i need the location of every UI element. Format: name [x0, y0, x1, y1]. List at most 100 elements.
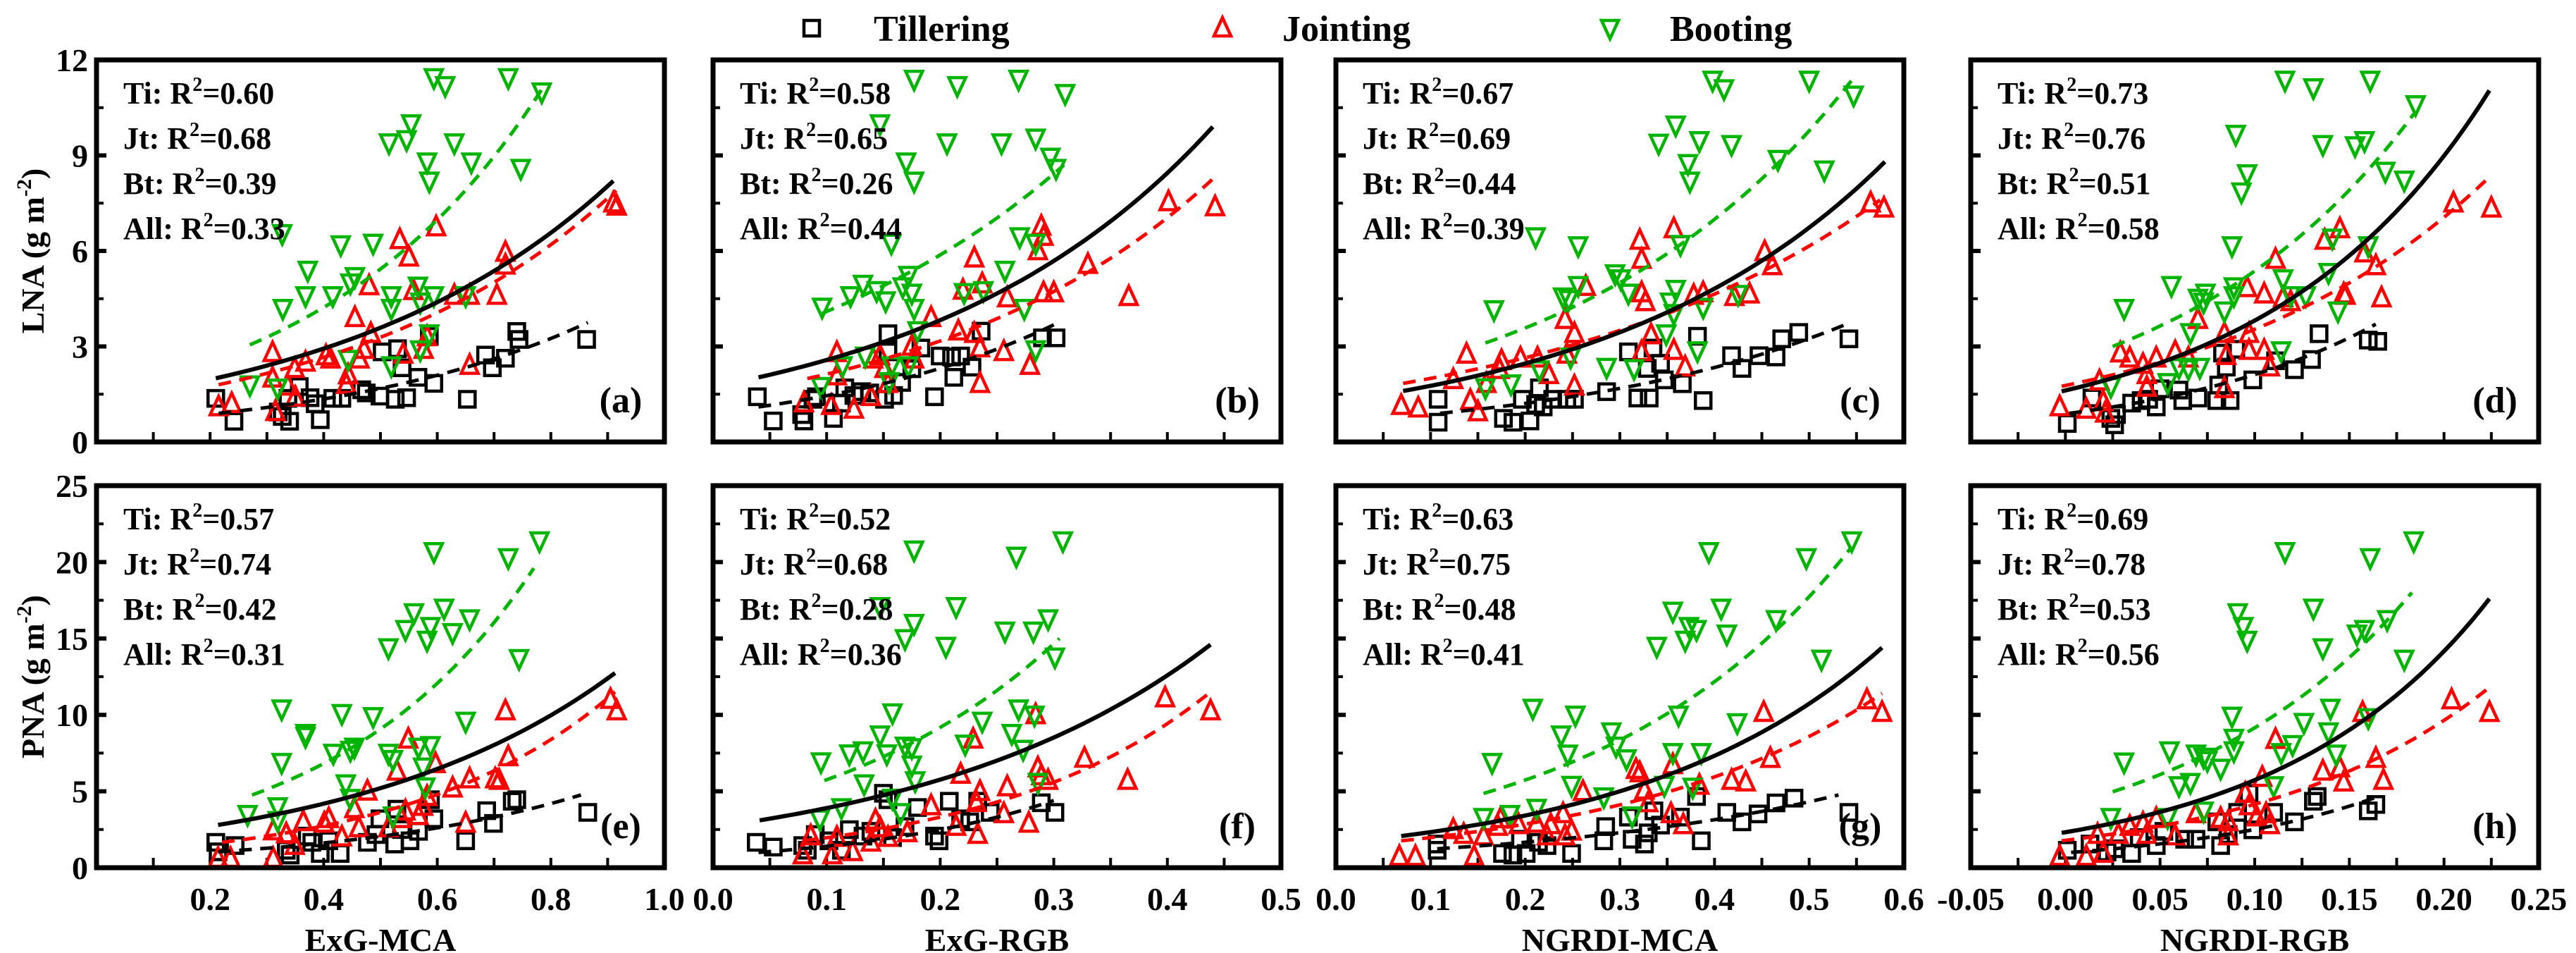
r2-annotation-jt: Jt: R2=0.68 [740, 545, 888, 582]
annotation-r: : R [779, 211, 821, 246]
data-point-jointing [1490, 804, 1512, 828]
data-point-tillering [2366, 794, 2386, 814]
data-point-jointing [2048, 392, 2071, 417]
fit-curve-booting [2112, 113, 2415, 348]
legend-marker-square-icon [802, 18, 822, 38]
data-point-booting [2222, 285, 2245, 310]
fit-curve-all [1401, 646, 1884, 839]
annotation-r: : R [152, 76, 194, 111]
data-point-booting [1001, 723, 1023, 748]
data-point-booting [2179, 773, 2202, 797]
data-point-tillering [929, 831, 949, 851]
data-point-booting [1810, 649, 1833, 674]
y-tick-label: 3 [72, 329, 88, 365]
annotation-superscript: 2 [192, 500, 202, 522]
data-point-booting [339, 273, 361, 297]
data-point-booting [380, 356, 402, 380]
r2-annotation-all: All: R2=0.33 [123, 209, 285, 246]
data-point-booting [528, 531, 551, 555]
data-point-booting [330, 235, 352, 259]
data-point-booting [1024, 128, 1047, 153]
data-point-booting [377, 638, 400, 663]
data-point-jointing [397, 242, 420, 267]
r2-annotation-bt: Bt: R2=0.28 [740, 590, 893, 627]
data-point-jointing [2258, 810, 2281, 835]
plot-frame [94, 483, 667, 871]
x-tick-label: 0.5 [1261, 881, 1301, 917]
annotation-r: : R [1389, 121, 1430, 156]
series-booting [2100, 70, 2427, 401]
data-point-tillering [577, 330, 596, 349]
annotation-equals: = [1453, 637, 1470, 672]
data-point-booting [395, 130, 418, 154]
annotation-equals: = [199, 121, 217, 156]
r2-annotation-all: All: R2=0.31 [123, 635, 285, 672]
annotation-label: All [123, 211, 163, 246]
x-tick-label: 0.2 [190, 881, 230, 917]
data-point-booting [295, 727, 317, 751]
x-tick-label: 0.3 [1034, 881, 1075, 917]
fit-curve-tillering [1439, 321, 1849, 415]
annotation-value: 0.57 [220, 502, 274, 536]
data-point-jointing [965, 788, 988, 813]
r2-annotation-ti: Ti: R2=0.52 [740, 500, 891, 536]
annotation-label: Bt [123, 166, 154, 201]
data-point-tillering [2188, 388, 2207, 407]
data-point-booting [1008, 227, 1031, 252]
data-point-jointing [494, 696, 516, 721]
data-point-booting [1481, 753, 1504, 777]
data-point-booting [971, 711, 993, 736]
data-point-booting [407, 276, 429, 301]
r2-annotation-all: All: R2=0.39 [1363, 209, 1525, 246]
data-point-jointing [2094, 398, 2117, 423]
data-point-booting [811, 297, 834, 321]
data-point-tillering [2285, 360, 2304, 379]
r2-annotation-bt: Bt: R2=0.48 [1363, 590, 1516, 627]
data-point-booting [903, 613, 925, 638]
annotation-value: 0.75 [1456, 547, 1511, 582]
data-point-booting [810, 376, 832, 401]
data-point-jointing [969, 333, 991, 358]
data-point-booting [1605, 736, 1628, 761]
data-point-tillering [357, 383, 376, 402]
data-point-jointing [1407, 393, 1430, 418]
data-point-booting [972, 281, 995, 305]
data-point-jointing [2480, 194, 2503, 218]
data-point-tillering [1537, 836, 1556, 855]
data-point-booting [1726, 713, 1749, 737]
annotation-value: 0.42 [223, 592, 277, 627]
annotation-value: 0.36 [848, 637, 902, 672]
panel-label: (b) [1215, 381, 1260, 421]
data-point-tillering [1766, 793, 1785, 813]
annotation-equals: = [1444, 592, 1461, 627]
data-point-booting [271, 699, 293, 723]
plot-frame [710, 57, 1284, 445]
data-point-booting [1008, 699, 1030, 723]
data-point-jointing [1203, 192, 1227, 216]
annotation-label: Ti [1363, 76, 1392, 111]
data-point-tillering [2358, 331, 2378, 350]
annotation-r: : R [1402, 637, 1444, 672]
annotation-equals: = [1439, 547, 1456, 582]
data-point-booting [1685, 620, 1708, 644]
annotation-r: : R [1392, 502, 1433, 536]
y-axis-title: PNA (g m-2) [13, 595, 51, 758]
fit-curve-tillering [218, 793, 582, 854]
data-point-jointing [2109, 338, 2131, 363]
plot-frame [1333, 57, 1907, 445]
fit-curve-all [759, 643, 1212, 823]
data-point-tillering [225, 836, 244, 855]
data-point-jointing [1459, 386, 1482, 410]
data-point-jointing [996, 773, 1019, 797]
annotation-superscript: 2 [806, 119, 816, 141]
data-point-booting [362, 233, 385, 258]
plot-area [2048, 70, 2503, 434]
data-point-jointing [1563, 319, 1586, 343]
data-point-booting [990, 133, 1013, 157]
data-point-jointing [1554, 821, 1576, 846]
panel-e: 0.2 0.4 0.6 0.8 1.0 0 5 10 15 20 25 ExG-MCA PNA (g m… [13, 468, 685, 953]
annotation-r: : R [1394, 166, 1435, 201]
x-axis-title: NGRDI-RGB [2160, 922, 2349, 953]
annotation-value: 0.51 [2097, 166, 2151, 201]
